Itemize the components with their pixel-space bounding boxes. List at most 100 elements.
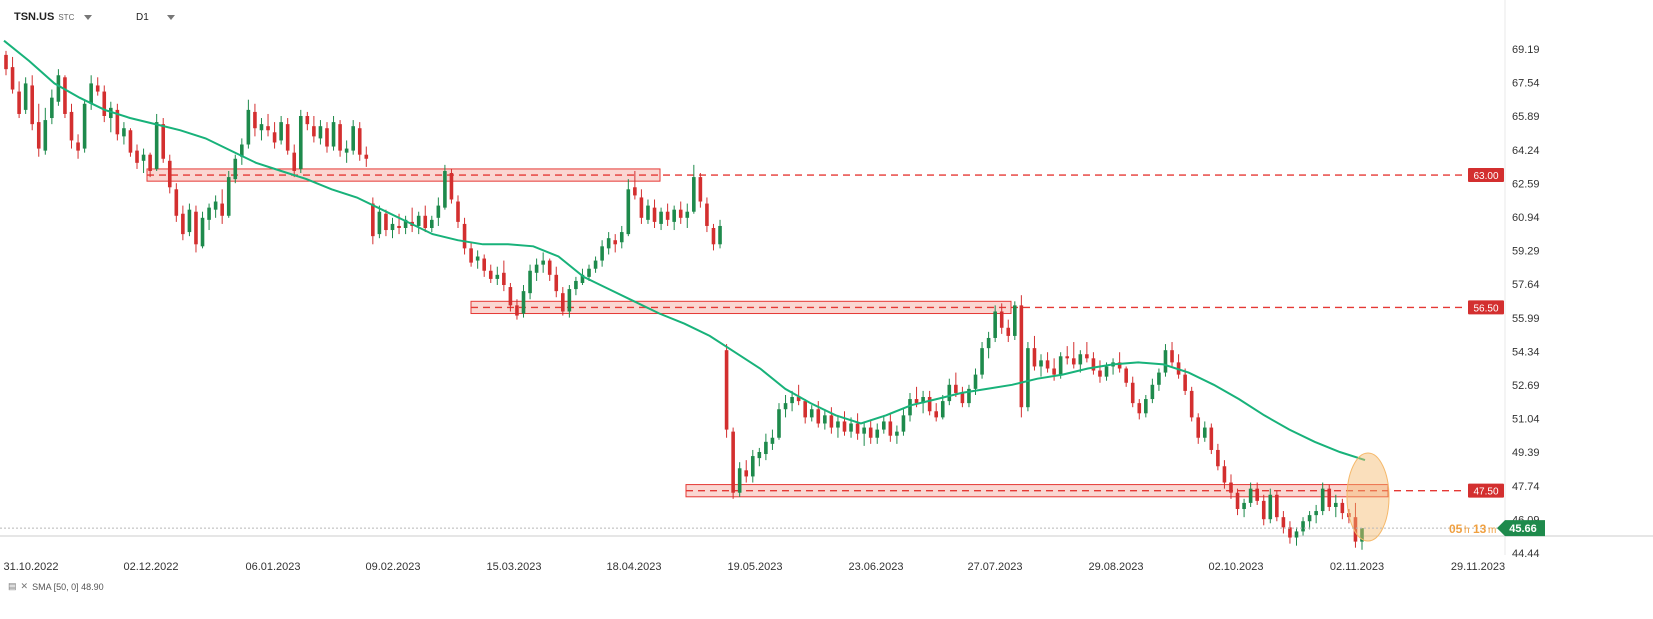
candle-body bbox=[508, 287, 513, 306]
candle-body bbox=[947, 384, 952, 402]
candle-body bbox=[750, 456, 755, 477]
candle-body bbox=[692, 177, 696, 212]
y-tick-label: 59.29 bbox=[1512, 246, 1540, 258]
candle-body bbox=[148, 154, 152, 171]
candle-body bbox=[744, 470, 749, 477]
candle-body bbox=[181, 213, 185, 235]
candle-body bbox=[1248, 488, 1253, 503]
candle-body bbox=[554, 274, 559, 292]
candle-body bbox=[901, 415, 906, 432]
candle-body bbox=[1268, 494, 1273, 520]
candle-body bbox=[390, 223, 395, 231]
candle-body bbox=[1104, 366, 1109, 377]
candle-body bbox=[1130, 382, 1135, 404]
candle-body bbox=[685, 211, 690, 218]
sma-legend-text: SMA [50, 0] 48.90 bbox=[32, 581, 104, 592]
candle-body bbox=[1019, 305, 1024, 408]
candle-body bbox=[515, 305, 519, 316]
x-tick-label: 23.06.2023 bbox=[848, 561, 903, 573]
y-tick-label: 47.74 bbox=[1512, 481, 1540, 493]
x-tick-label: 02.12.2022 bbox=[123, 561, 178, 573]
countdown-m-unit: m bbox=[1488, 525, 1496, 536]
candle-body bbox=[927, 397, 932, 412]
candle-body bbox=[1294, 531, 1299, 538]
candle-body bbox=[1032, 348, 1037, 367]
candle-body bbox=[1320, 488, 1325, 512]
candle-body bbox=[30, 85, 35, 125]
candle-body bbox=[803, 401, 807, 418]
candle-body bbox=[1026, 348, 1030, 408]
candle-body bbox=[600, 246, 604, 261]
candle-body bbox=[482, 258, 487, 271]
y-tick-label: 51.04 bbox=[1512, 414, 1540, 426]
candle-body bbox=[1242, 502, 1246, 510]
last-price-tag bbox=[1497, 520, 1545, 537]
timeframe-selector[interactable]: D1 bbox=[136, 8, 175, 26]
candle-body bbox=[711, 227, 716, 245]
candle-body bbox=[312, 126, 316, 137]
y-tick-label: 55.99 bbox=[1512, 313, 1540, 325]
candle-body bbox=[233, 158, 238, 180]
candle-body bbox=[488, 270, 493, 279]
level-price-label: 63.00 bbox=[1473, 171, 1498, 182]
candle-body bbox=[790, 397, 794, 404]
candle-body bbox=[377, 211, 382, 235]
y-tick-label: 62.59 bbox=[1512, 178, 1540, 190]
candle-body bbox=[1091, 358, 1096, 371]
candle-body bbox=[986, 337, 991, 349]
candle-body bbox=[541, 260, 545, 265]
candle-body bbox=[1301, 521, 1305, 532]
candle-body bbox=[338, 124, 342, 151]
x-tick-label: 19.05.2023 bbox=[727, 561, 782, 573]
candle-body bbox=[868, 427, 873, 438]
indicator-legend: ▤ ✕ SMA [50, 0] 48.90 bbox=[8, 581, 104, 592]
candle-body bbox=[23, 83, 28, 110]
symbol-suffix: STC bbox=[58, 12, 75, 22]
candle-body bbox=[737, 468, 742, 493]
candle-body bbox=[1216, 449, 1220, 467]
x-tick-label: 02.10.2023 bbox=[1208, 561, 1263, 573]
candle-body bbox=[908, 399, 912, 416]
candle-body bbox=[1307, 515, 1312, 522]
candle-body bbox=[1163, 350, 1168, 373]
candle-body bbox=[17, 91, 21, 114]
candle-body bbox=[449, 173, 454, 200]
timeframe-label: D1 bbox=[136, 11, 149, 23]
candle-body bbox=[240, 144, 244, 157]
y-tick-label: 64.24 bbox=[1512, 145, 1540, 157]
candle-body bbox=[292, 152, 297, 171]
candle-body bbox=[469, 248, 473, 263]
candle-body bbox=[351, 126, 355, 151]
symbol-selector[interactable]: TSN.US STC bbox=[14, 8, 93, 26]
chevron-down-icon bbox=[84, 14, 93, 20]
candle-body bbox=[646, 205, 650, 220]
candle-body bbox=[954, 384, 958, 393]
candle-body bbox=[1098, 370, 1102, 377]
candle-body bbox=[921, 397, 925, 404]
candle-body bbox=[63, 77, 67, 114]
candle-body bbox=[207, 207, 211, 220]
candle-body bbox=[914, 399, 919, 404]
candle-body bbox=[475, 256, 480, 261]
level-price-tag bbox=[1468, 300, 1504, 315]
close-icon[interactable]: ✕ bbox=[20, 581, 29, 591]
candle-body bbox=[574, 280, 578, 290]
candle-body bbox=[50, 97, 54, 119]
eye-icon[interactable]: ▤ bbox=[8, 581, 17, 591]
candle-body bbox=[528, 270, 532, 294]
candle-body bbox=[652, 207, 657, 222]
candle-body bbox=[1229, 482, 1233, 493]
candle-body bbox=[1124, 368, 1128, 383]
candle-body bbox=[298, 115, 303, 169]
candle-body bbox=[443, 170, 447, 208]
candle-body bbox=[783, 403, 788, 410]
candle-body bbox=[1288, 527, 1292, 538]
candle-body bbox=[547, 260, 552, 275]
x-tick-label: 29.11.2023 bbox=[1451, 561, 1505, 573]
candle-body bbox=[888, 421, 893, 436]
candle-body bbox=[69, 111, 74, 141]
candle-body bbox=[705, 203, 709, 226]
candle-body bbox=[161, 124, 166, 159]
sma-line bbox=[3, 39, 1366, 462]
candle-body bbox=[226, 177, 231, 216]
